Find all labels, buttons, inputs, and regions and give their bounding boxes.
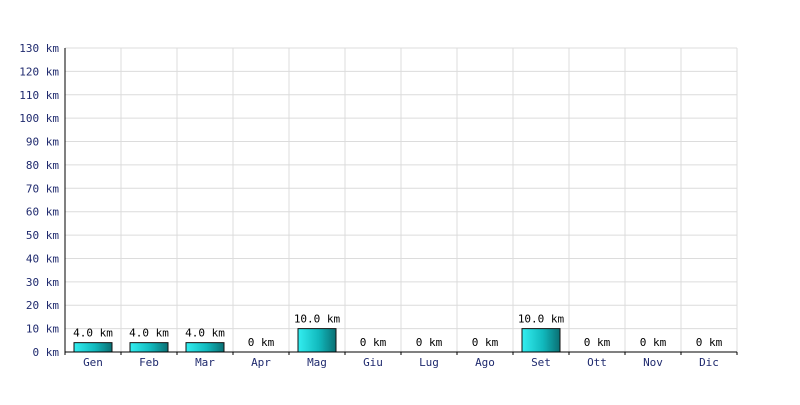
axes (64, 48, 738, 355)
data-label: 0 km (640, 336, 667, 349)
data-label: 0 km (584, 336, 611, 349)
y-tick-label: 50 km (26, 229, 59, 242)
y-tick-label: 60 km (26, 206, 59, 219)
x-tick-label: Mag (307, 356, 327, 369)
y-tick-labels: 0 km 10 km 20 km 30 km 40 km 50 km 60 km 70 km 8… (19, 42, 59, 359)
x-tick-label: Giu (363, 356, 383, 369)
x-tick-label: Ott (587, 356, 607, 369)
x-tick-labels: Gen Feb Mar Apr Mag Giu Lug Ago Set Ott Nov Dic (83, 356, 719, 369)
data-label: 4.0 km (185, 327, 225, 340)
y-tick-label: 30 km (26, 276, 59, 289)
data-labels: 4.0 km 4.0 km 4.0 km 0 km 10.0 km 0 km 0 km 0 k… (73, 313, 722, 349)
x-tick-label: Feb (139, 356, 159, 369)
bar-set (521, 328, 561, 353)
y-tick-label: 0 km (33, 346, 60, 359)
y-tick-label: 110 km (19, 89, 59, 102)
y-tick-label: 10 km (26, 323, 59, 336)
x-tick-label: Nov (643, 356, 663, 369)
data-label: 0 km (472, 336, 499, 349)
x-tick-label: Ago (475, 356, 495, 369)
y-tick-label: 80 km (26, 159, 59, 172)
bar-feb (129, 342, 169, 353)
y-tick-label: 90 km (26, 136, 59, 149)
y-tick-label: 40 km (26, 252, 59, 265)
x-tick-label: Dic (699, 356, 719, 369)
y-tick-label: 20 km (26, 299, 59, 312)
y-tick-label: 130 km (19, 42, 59, 55)
x-tick-label: Mar (195, 356, 215, 369)
x-tick-label: Apr (251, 356, 271, 369)
x-tick-label: Gen (83, 356, 103, 369)
data-label: 4.0 km (129, 327, 169, 340)
bars (73, 328, 561, 353)
data-label: 0 km (696, 336, 723, 349)
data-label: 0 km (416, 336, 443, 349)
data-label: 0 km (248, 336, 275, 349)
x-tick-label: Lug (419, 356, 439, 369)
y-tick-label: 100 km (19, 112, 59, 125)
grid (64, 47, 738, 352)
data-label: 10.0 km (294, 313, 341, 326)
bar-mag (297, 328, 337, 353)
y-tick-label: 70 km (26, 182, 59, 195)
bar-mar (185, 342, 225, 353)
data-label: 4.0 km (73, 327, 113, 340)
data-label: 0 km (360, 336, 387, 349)
y-tick-label: 120 km (19, 65, 59, 78)
data-label: 10.0 km (518, 313, 565, 326)
bar-gen (73, 342, 113, 353)
x-tick-label: Set (531, 356, 551, 369)
